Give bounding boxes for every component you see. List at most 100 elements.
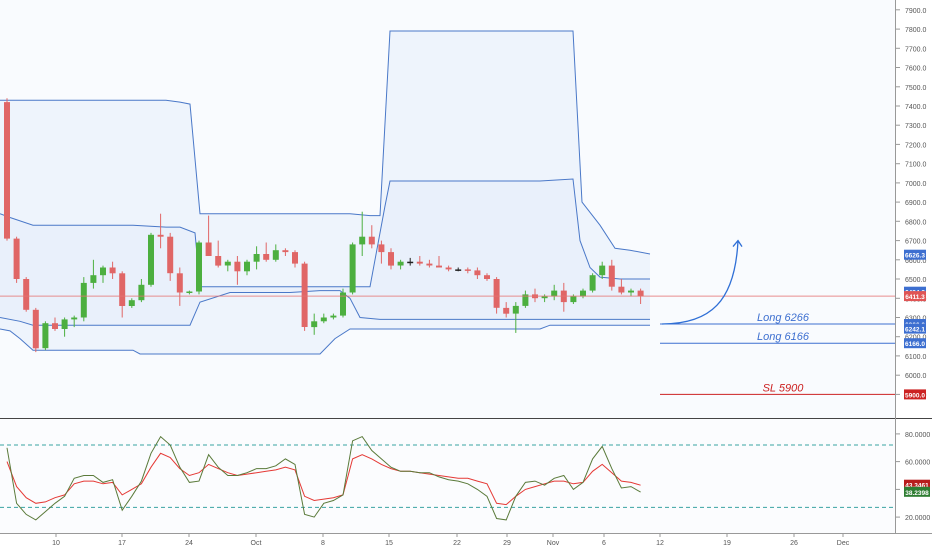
candle bbox=[589, 273, 596, 293]
candle bbox=[359, 211, 366, 256]
price-axis-tick-label: 6000.0 bbox=[905, 373, 927, 380]
candle bbox=[215, 240, 222, 268]
candle-body bbox=[618, 286, 625, 293]
candle-body bbox=[23, 279, 30, 310]
candle-body bbox=[368, 236, 375, 245]
candle bbox=[311, 313, 318, 335]
time-axis-tick-label: 12 bbox=[656, 540, 664, 547]
annotation-label: SL 5900 bbox=[763, 382, 805, 394]
candle-body bbox=[407, 261, 414, 264]
candle-body bbox=[71, 317, 78, 320]
candle-body bbox=[416, 261, 423, 264]
price-tag-bg bbox=[904, 323, 926, 334]
candle bbox=[503, 302, 510, 318]
price-axis-tick-label: 6800.0 bbox=[905, 219, 927, 226]
candle-body bbox=[570, 296, 577, 303]
candle-body bbox=[474, 270, 481, 276]
candle-body bbox=[282, 250, 289, 253]
candle-body bbox=[580, 290, 586, 297]
candle-body bbox=[263, 254, 270, 260]
price-axis-tick-label: 7800.0 bbox=[905, 27, 927, 34]
candle bbox=[407, 257, 414, 266]
price-axis-tick-label: 7500.0 bbox=[905, 85, 927, 92]
price-axis-tick-label: 6700.0 bbox=[905, 239, 927, 246]
oscillator-value-tag-text: 38.2398 bbox=[905, 490, 929, 497]
candle bbox=[349, 242, 356, 295]
candle-body bbox=[42, 323, 49, 349]
time-axis-tick-label: Dec bbox=[837, 540, 850, 547]
candle-body bbox=[493, 279, 500, 308]
candle-body bbox=[292, 252, 298, 264]
candle bbox=[128, 298, 135, 308]
candle-body bbox=[378, 244, 385, 253]
time-axis-tick-label: Nov bbox=[547, 540, 560, 547]
candle-body bbox=[455, 269, 462, 271]
candle-body bbox=[436, 265, 442, 268]
candle-body bbox=[109, 267, 116, 274]
candle bbox=[272, 244, 279, 262]
candle bbox=[551, 284, 558, 301]
candle bbox=[4, 98, 10, 241]
projection-arrow-head bbox=[732, 239, 743, 248]
candle-body bbox=[608, 265, 615, 287]
candle bbox=[253, 246, 260, 270]
price-tag: 5900.0 bbox=[904, 389, 926, 400]
price-tag-text: 5900.0 bbox=[905, 392, 925, 399]
candle bbox=[167, 232, 174, 281]
candle-body bbox=[503, 307, 510, 314]
oscillator-signal-line bbox=[6, 452, 641, 506]
time-axis-tick-label: 26 bbox=[790, 540, 798, 547]
price-axis-tick-label: 7900.0 bbox=[905, 8, 927, 15]
candle bbox=[80, 277, 87, 322]
candle bbox=[512, 302, 519, 333]
outer-lower-band-line bbox=[0, 324, 650, 355]
candle bbox=[599, 261, 606, 279]
candle-body bbox=[196, 242, 202, 292]
price-axis-tick-label: 7000.0 bbox=[905, 181, 927, 188]
candle bbox=[426, 259, 433, 268]
candle bbox=[368, 225, 375, 249]
time-axis-tick-label: Oct bbox=[251, 540, 262, 547]
candle bbox=[186, 290, 193, 295]
candle bbox=[493, 277, 500, 314]
candle bbox=[90, 259, 97, 289]
candle-body bbox=[397, 261, 404, 266]
time-axis-tick-label: 10 bbox=[52, 540, 60, 547]
candle-body bbox=[551, 290, 558, 297]
candle bbox=[445, 265, 452, 272]
candle bbox=[157, 213, 164, 249]
price-tag-text: 6626.3 bbox=[905, 253, 925, 260]
time-axis-tick-label: 22 bbox=[453, 540, 461, 547]
oscillator-value-tag-bg bbox=[904, 486, 930, 497]
candle bbox=[138, 279, 145, 303]
candle-body bbox=[628, 290, 634, 293]
candle-body bbox=[426, 263, 433, 266]
price-axis-tick-label: 7100.0 bbox=[905, 162, 927, 169]
candle-body bbox=[320, 317, 327, 322]
candle bbox=[61, 317, 68, 337]
candle bbox=[282, 248, 289, 256]
oscillator-axis-tick-label: 80.0000 bbox=[905, 432, 930, 439]
oscillator-value-tag: 38.2398 bbox=[904, 486, 930, 497]
oscillator-value-tag-bg bbox=[904, 479, 930, 490]
price-axis-tick-label: 7600.0 bbox=[905, 66, 927, 73]
candle bbox=[522, 290, 529, 308]
price-labels: 6626.36434.26411.36266.06242.16166.05900… bbox=[904, 249, 930, 497]
candle bbox=[71, 315, 78, 328]
candle bbox=[618, 279, 625, 295]
candle-body bbox=[224, 261, 231, 266]
annotation-label: Long 6266 bbox=[757, 312, 810, 324]
candle-body bbox=[522, 294, 529, 306]
candle bbox=[484, 273, 490, 281]
candle-body bbox=[388, 252, 394, 266]
candle bbox=[23, 277, 30, 312]
price-tag: 6411.3 bbox=[904, 291, 926, 302]
oscillator-series bbox=[0, 435, 895, 521]
price-tag-text: 6166.0 bbox=[905, 341, 925, 348]
candle-body bbox=[13, 238, 20, 279]
time-axis-tick-label: 17 bbox=[118, 540, 126, 547]
candle-body bbox=[445, 267, 452, 270]
candle-body bbox=[589, 275, 596, 291]
